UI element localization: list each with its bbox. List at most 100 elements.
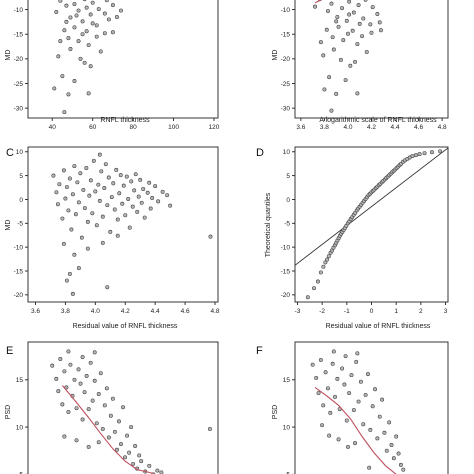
data-point [361, 422, 366, 427]
data-point [329, 108, 334, 113]
data-point [351, 408, 356, 413]
data-point [345, 31, 350, 36]
data-point [86, 407, 91, 412]
data-point [336, 437, 341, 442]
x-axis-label: Residual value of RNFL thickness [326, 323, 431, 330]
data-point [358, 379, 363, 384]
y-tick-label: 15 [283, 377, 291, 384]
y-axis-label: PSD [5, 405, 12, 419]
data-point [119, 8, 123, 13]
data-point [74, 438, 79, 443]
data-point [351, 10, 356, 15]
data-point [367, 465, 372, 470]
panel-a: -10 -15 -20 -25 -30 40 60 80 100 120 MD RNFL thickn… [5, 0, 220, 131]
data-point [145, 190, 150, 195]
data-point [62, 369, 67, 374]
data-point [88, 360, 93, 365]
y-tick-label: 10 [16, 149, 24, 156]
data-point [207, 426, 212, 431]
plot-frame [294, 0, 449, 119]
data-point [104, 386, 109, 391]
x-axis-label: RNFL thickness [100, 117, 150, 124]
data-point [80, 19, 85, 24]
data-point [115, 217, 120, 222]
data-point [369, 30, 374, 35]
data-point [313, 4, 317, 9]
y-tick-label: -20 [14, 56, 24, 63]
data-point [141, 186, 146, 191]
data-point [56, 389, 61, 394]
data-point [82, 60, 87, 65]
data-point [58, 357, 63, 361]
data-point [438, 149, 443, 154]
x-tick-label: 2 [419, 308, 423, 315]
data-point [58, 0, 63, 3]
data-point [72, 2, 77, 7]
panel-label: F [256, 345, 263, 357]
x-tick-label: 4.4 [151, 308, 160, 315]
data-point [67, 271, 72, 276]
x-tick-label: 4.8 [438, 124, 447, 131]
data-point [429, 150, 434, 155]
data-point [314, 375, 319, 380]
data-point [368, 22, 373, 27]
data-point [155, 468, 160, 473]
y-tick-label: -15 [281, 32, 291, 39]
data-point [142, 215, 147, 220]
data-point [127, 450, 132, 455]
data-point [88, 64, 93, 69]
x-tick-label: 4.2 [121, 308, 130, 315]
data-point [84, 374, 89, 379]
smooth-fit-line [314, 0, 323, 4]
data-point [111, 181, 116, 186]
data-point [331, 349, 336, 354]
y-axis-label: MD [5, 50, 12, 61]
data-point [103, 162, 108, 167]
data-point [147, 463, 152, 468]
data-point [72, 377, 77, 382]
data-point [90, 21, 95, 26]
data-point [153, 184, 158, 189]
x-tick-label: 3.8 [61, 308, 70, 315]
data-point [54, 190, 59, 195]
data-point [323, 260, 328, 265]
data-point [119, 442, 123, 447]
data-point [88, 178, 93, 183]
data-point [124, 174, 129, 179]
data-point [344, 418, 349, 423]
data-point [139, 459, 144, 464]
data-point [98, 371, 103, 376]
data-point [325, 9, 330, 14]
data-point [93, 189, 98, 194]
data-point [85, 219, 90, 224]
data-point [64, 3, 69, 8]
data-point [68, 47, 73, 51]
y-tick-label: -10 [281, 7, 291, 14]
data-point [114, 447, 119, 452]
data-point [67, 176, 72, 181]
data-layer [52, 0, 123, 115]
data-point [108, 229, 113, 234]
data-point [356, 3, 361, 8]
data-point [329, 1, 334, 6]
x-tick-label: 4.0 [91, 308, 100, 315]
data-point [353, 59, 357, 64]
data-point [343, 354, 348, 359]
data-point [401, 467, 406, 472]
data-point [159, 470, 164, 474]
data-point [66, 92, 71, 97]
y-tick-label: -25 [14, 81, 24, 88]
data-point [133, 443, 138, 448]
data-point [75, 180, 80, 185]
data-point [370, 5, 375, 10]
x-tick-label: 100 [168, 124, 179, 131]
reference-line [295, 147, 448, 266]
data-point [150, 196, 155, 201]
data-point [323, 370, 328, 375]
data-point [355, 42, 360, 47]
y-tick-label: 0 [19, 197, 23, 204]
data-point [321, 403, 326, 408]
y-axis-label: MD [5, 220, 12, 231]
data-point [68, 15, 73, 20]
data-point [108, 413, 113, 418]
